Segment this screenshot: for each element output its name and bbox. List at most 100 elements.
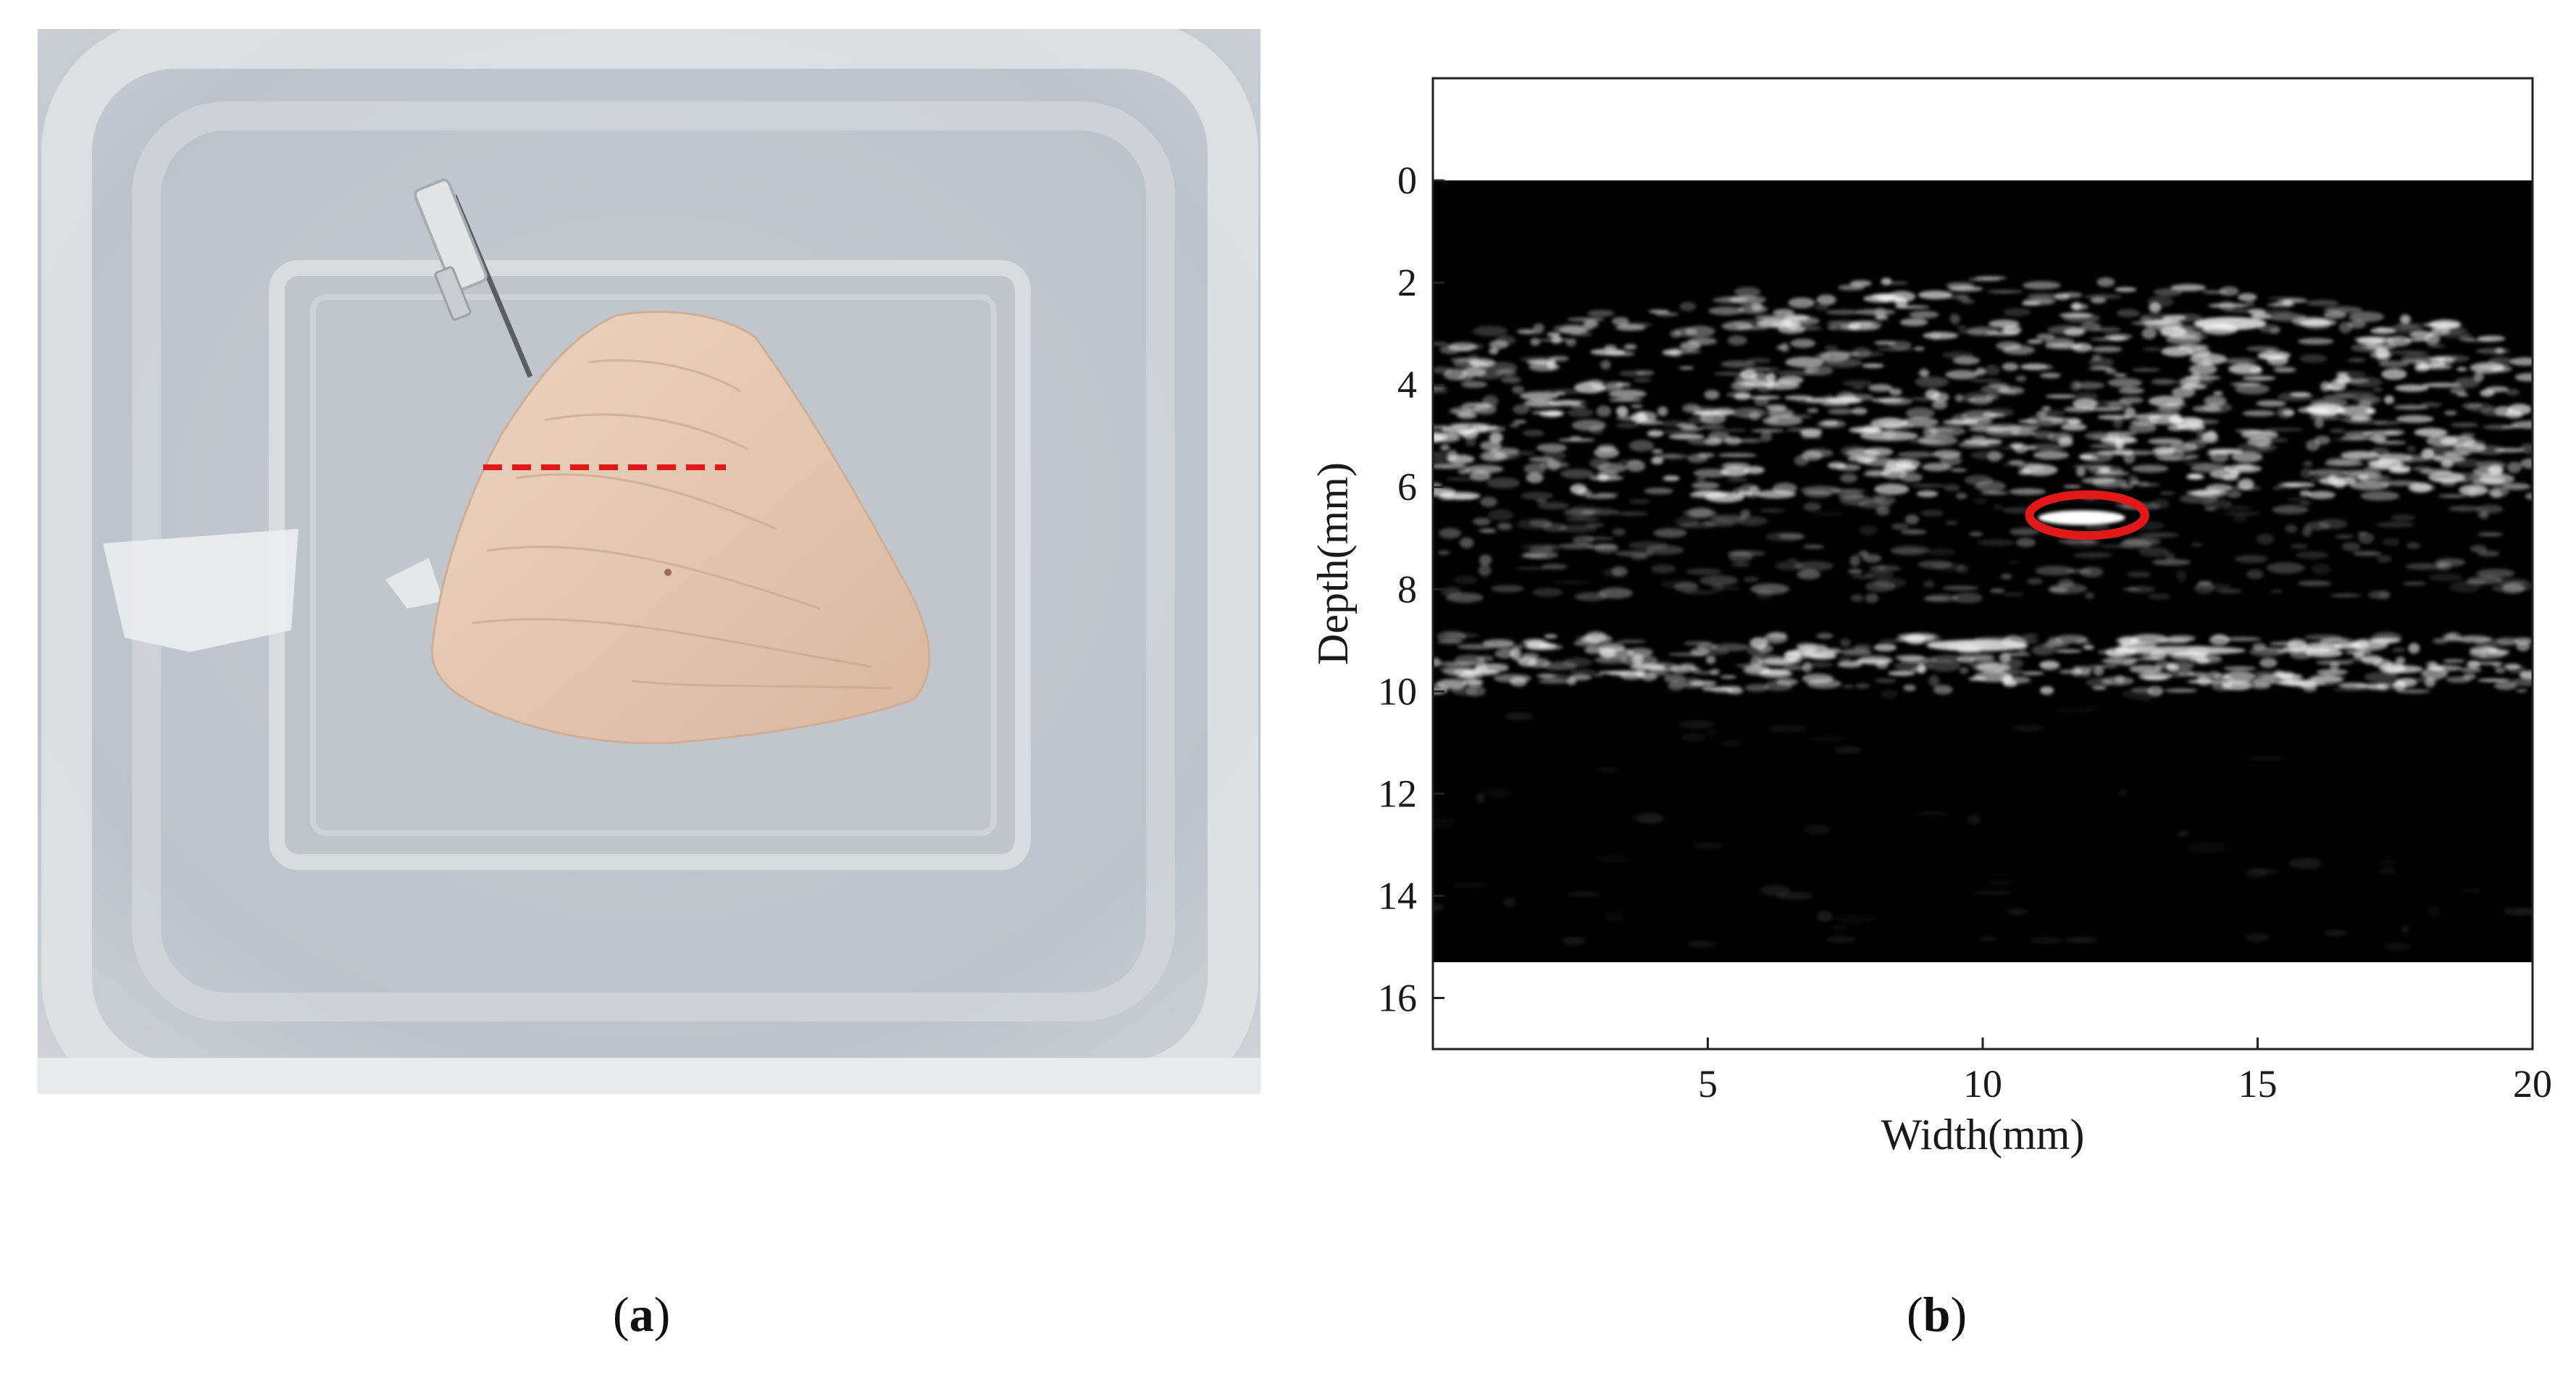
speckle-dot — [1581, 508, 1620, 516]
y-tick-label: 10 — [1378, 669, 1417, 713]
speckle-dot — [1681, 677, 1704, 689]
speckle-dot — [1615, 511, 1649, 516]
speckle-dot — [1548, 356, 1569, 362]
speckle-dot — [1971, 661, 2006, 672]
speckle-dot — [2241, 430, 2279, 440]
speckle-dot — [1704, 437, 1723, 446]
speckle-dot — [1974, 890, 2013, 895]
speckle-dot — [2036, 333, 2055, 340]
speckle-dot — [1822, 648, 1842, 654]
speckle-dot — [2306, 439, 2320, 451]
speckle-dot — [1687, 454, 1708, 463]
speckle-dot — [1760, 509, 1786, 513]
speckle-dot — [2307, 299, 2339, 306]
speckle-dot — [1778, 533, 1805, 540]
speckle-dot — [1472, 517, 1491, 526]
speckle-dot — [1739, 484, 1758, 496]
speckle-dot — [1829, 924, 1847, 930]
speckle-dot — [1738, 304, 1768, 314]
speckle-dot — [1910, 484, 1946, 488]
speckle-dot — [1509, 424, 1520, 427]
speckle-dot — [1909, 311, 1939, 319]
speckle-dot — [2165, 688, 2198, 693]
speckle-dot — [2250, 869, 2279, 874]
speckle-dot — [2420, 402, 2442, 408]
speckle-dot — [2021, 633, 2039, 638]
speckle-dot — [2436, 356, 2454, 365]
speckle-dot — [1873, 341, 1897, 345]
speckle-dot — [1939, 455, 1962, 466]
speckle-dot — [2395, 656, 2406, 664]
speckle-dot — [1433, 367, 1452, 375]
speckle-dot — [1760, 431, 1773, 442]
x-tick-label: 5 — [1698, 1062, 1718, 1106]
speckle-dot — [2440, 435, 2476, 447]
speckle-dot — [2450, 422, 2479, 427]
speckle-dot — [2059, 312, 2093, 318]
speckle-dot — [1999, 676, 2031, 684]
speckle-dot — [1452, 882, 1488, 888]
speckle-dot — [1586, 309, 1615, 317]
speckle-dot — [1482, 395, 1499, 407]
speckle-dot — [1438, 551, 1450, 555]
speckle-dot — [1433, 385, 1447, 391]
speckle-dot — [2226, 309, 2267, 313]
speckle-dot — [1737, 383, 1771, 388]
speckle-dot — [1760, 669, 1791, 676]
speckle-dot — [1767, 632, 1788, 639]
speckle-dot — [1471, 362, 1490, 367]
speckle-dot — [1874, 483, 1910, 496]
speckle-dot — [1870, 417, 1908, 429]
speckle-dot — [1968, 379, 2003, 383]
speckle-dot — [2118, 387, 2145, 394]
speckle-dot — [2080, 455, 2099, 461]
speckle-dot — [1724, 436, 1742, 445]
speckle-dot — [2063, 406, 2095, 413]
speckle-dot — [1522, 551, 1559, 559]
speckle-dot — [2332, 688, 2368, 691]
speckle-dot — [1557, 438, 1596, 442]
speckle-dot — [1975, 480, 2007, 492]
speckle-dot — [2384, 395, 2395, 404]
speckle-dot — [2091, 346, 2123, 353]
speckle-dot — [1772, 483, 1797, 494]
speckle-dot — [2379, 857, 2396, 869]
y-tick-label: 14 — [1378, 874, 1417, 917]
speckle-dot — [1750, 657, 1763, 667]
speckle-dot — [2126, 571, 2151, 577]
speckle-dot — [1542, 661, 1578, 671]
speckle-dot — [1727, 335, 1747, 346]
speckle-dot — [1849, 555, 1860, 567]
speckle-dot — [1857, 655, 1893, 665]
speckle-dot — [2002, 362, 2019, 371]
speckle-dot — [1723, 428, 1747, 433]
needle-graphic — [414, 178, 533, 378]
speckle-dot — [1433, 451, 1452, 463]
speckle-dot — [2167, 424, 2185, 431]
speckle-dot — [1794, 455, 1809, 467]
speckle-dot — [1648, 309, 1670, 314]
speckle-dot — [2086, 677, 2113, 688]
x-tick-label: 20 — [2513, 1062, 2552, 1106]
speckle-dot — [2228, 363, 2262, 375]
speckle-dot — [2443, 451, 2470, 456]
speckle-dot — [1727, 550, 1766, 556]
speckle-dot — [1794, 561, 1833, 571]
speckle-dot — [1854, 682, 1870, 689]
speckle-dot — [1600, 360, 1611, 369]
speckle-dot — [1691, 667, 1701, 672]
speckle-dot — [1805, 661, 1833, 668]
speckle-dot — [1894, 459, 1921, 469]
speckle-dot — [1931, 401, 1948, 409]
speckle-dot — [1739, 369, 1757, 380]
speckle-dot — [1880, 690, 1898, 699]
speckle-dot — [2238, 478, 2254, 490]
speckle-dot — [1558, 543, 1594, 549]
speckle-dot — [1654, 312, 1679, 317]
speckle-dot — [2129, 664, 2162, 674]
speckle-dot — [1727, 478, 1748, 482]
speckle-dot — [2516, 689, 2527, 693]
speckle-dot — [1807, 408, 1819, 413]
speckle-dot — [1713, 372, 1747, 376]
speckle-dot — [1668, 652, 1708, 656]
